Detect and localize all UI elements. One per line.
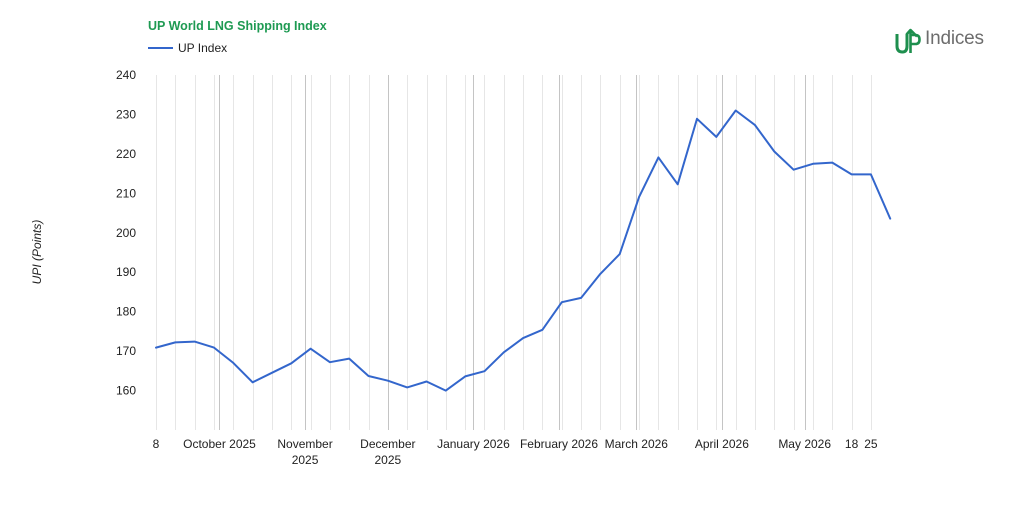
series-line-up-index[interactable] xyxy=(155,109,892,392)
x-tick-label: 25 xyxy=(864,437,878,451)
data-point[interactable] xyxy=(285,357,297,369)
data-point[interactable] xyxy=(575,292,587,304)
data-point[interactable] xyxy=(749,119,761,131)
x-tick-label: November 2025 xyxy=(277,437,332,467)
data-point[interactable] xyxy=(633,191,645,203)
gridlines xyxy=(156,75,872,430)
data-point[interactable] xyxy=(768,146,780,158)
y-tick-label: 200 xyxy=(116,226,136,240)
data-point[interactable] xyxy=(846,168,858,180)
logo-text: Indices xyxy=(925,28,984,49)
data-point[interactable] xyxy=(672,178,684,190)
data-point[interactable] xyxy=(710,131,722,143)
x-tick-label: March 2026 xyxy=(605,437,669,451)
y-tick-labels: 160 170 180 190 200 210 220 230 240 xyxy=(116,68,136,398)
data-point[interactable] xyxy=(517,332,529,344)
x-tick-labels: 8 October 2025 November 2025 December 2025 Jan… xyxy=(153,437,878,467)
x-tick-label: May 2026 xyxy=(778,437,831,451)
data-point[interactable] xyxy=(208,342,220,354)
data-point[interactable] xyxy=(865,168,877,180)
data-point[interactable] xyxy=(614,248,626,260)
data-point[interactable] xyxy=(266,367,278,379)
x-tick-label: 8 xyxy=(153,437,160,451)
data-point[interactable] xyxy=(807,158,819,170)
y-tick-label: 220 xyxy=(116,147,136,161)
data-point[interactable] xyxy=(150,342,162,354)
data-point[interactable] xyxy=(788,164,800,176)
data-point[interactable] xyxy=(652,151,664,163)
data-point[interactable] xyxy=(401,381,413,393)
chart-title: UP World LNG Shipping Index xyxy=(148,19,327,33)
data-point[interactable] xyxy=(363,370,375,382)
up-logo-icon xyxy=(895,24,921,54)
up-arrow-icon xyxy=(895,28,921,54)
y-tick-label: 180 xyxy=(116,305,136,319)
data-point[interactable] xyxy=(498,346,510,358)
y-tick-label: 160 xyxy=(116,384,136,398)
data-point[interactable] xyxy=(189,336,201,348)
legend-label: UP Index xyxy=(178,41,228,55)
x-tick-label: December 2025 xyxy=(360,437,415,467)
data-point[interactable] xyxy=(382,375,394,387)
legend-line-swatch xyxy=(148,47,173,49)
data-point[interactable] xyxy=(247,376,259,388)
data-point[interactable] xyxy=(440,385,452,397)
data-point[interactable] xyxy=(594,268,606,280)
y-tick-label: 240 xyxy=(116,68,136,82)
data-point[interactable] xyxy=(421,376,433,388)
x-tick-label: April 2026 xyxy=(695,437,749,451)
data-point[interactable] xyxy=(536,324,548,336)
legend[interactable]: UP Index xyxy=(148,41,227,55)
data-point[interactable] xyxy=(884,213,896,225)
y-tick-label: 230 xyxy=(116,107,136,121)
data-point[interactable] xyxy=(324,356,336,368)
x-tick-label: January 2026 xyxy=(437,437,510,451)
data-point[interactable] xyxy=(459,370,471,382)
data-point[interactable] xyxy=(343,353,355,365)
series-group[interactable] xyxy=(150,105,896,397)
y-tick-label: 210 xyxy=(116,186,136,200)
x-tick-label: 18 xyxy=(845,437,859,451)
data-point[interactable] xyxy=(305,343,317,355)
data-point[interactable] xyxy=(227,357,239,369)
data-point[interactable] xyxy=(479,365,491,377)
brand-logo: Indices xyxy=(895,22,984,56)
y-tick-label: 170 xyxy=(116,344,136,358)
data-point[interactable] xyxy=(556,296,568,308)
x-tick-label: October 2025 xyxy=(183,437,256,451)
data-point[interactable] xyxy=(691,113,703,125)
data-point[interactable] xyxy=(730,105,742,117)
data-point[interactable] xyxy=(169,336,181,348)
y-tick-label: 190 xyxy=(116,265,136,279)
data-point[interactable] xyxy=(826,157,838,169)
x-tick-label: February 2026 xyxy=(520,437,598,451)
